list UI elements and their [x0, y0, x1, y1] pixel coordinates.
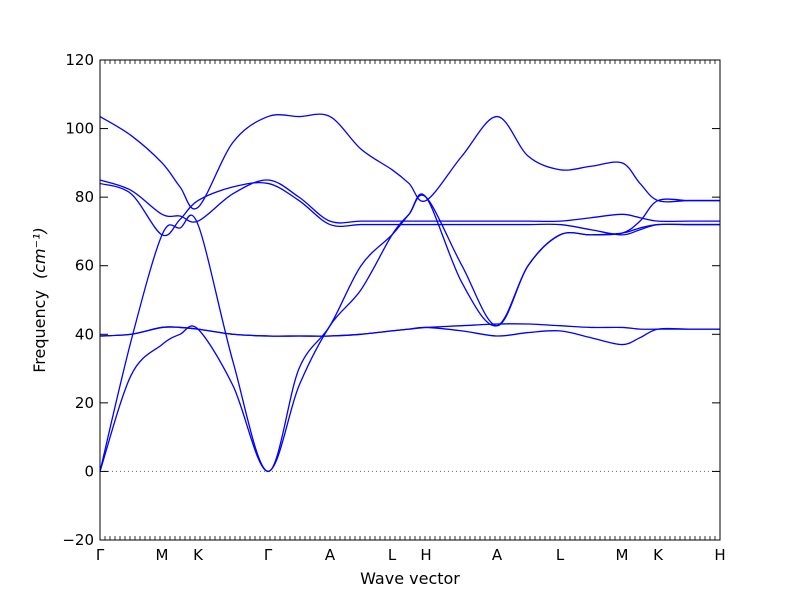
y-axis-label-unit: (cm⁻¹)	[30, 227, 49, 279]
series-layer	[99, 113, 720, 473]
y-tick-label: 60	[75, 257, 94, 275]
y-tick-label: 120	[65, 51, 94, 69]
labels-layer: Wave vector Frequency (cm⁻¹)	[30, 227, 460, 588]
phonon-branch-7	[99, 326, 720, 346]
y-tick-label: 40	[75, 325, 94, 343]
x-tick-label: K	[193, 546, 204, 564]
y-axis-label-text: Frequency	[30, 290, 49, 373]
phonon-branch-5	[99, 181, 720, 237]
x-tick-label: H	[714, 546, 725, 564]
ticks-layer: −20 0 20 40 60 80 100 120 Γ M K Γ A L H A L M K H	[62, 51, 725, 564]
phonon-branch-4	[99, 179, 720, 224]
x-tick-label: A	[492, 546, 503, 564]
x-tick-label: A	[325, 546, 336, 564]
y-tick-label: 100	[65, 120, 94, 138]
y-tick-label: 0	[84, 462, 94, 480]
y-axis-label: Frequency (cm⁻¹)	[30, 227, 49, 372]
x-tick-label: L	[556, 546, 565, 564]
x-tick-label: H	[420, 546, 431, 564]
x-tick-label: Γ	[96, 546, 105, 564]
x-tick-label: M	[156, 546, 169, 564]
x-axis-label: Wave vector	[360, 569, 460, 588]
x-tick-label: K	[653, 546, 664, 564]
x-tick-label: Γ	[264, 546, 273, 564]
phonon-branch-2	[99, 194, 720, 473]
y-tick-label: 20	[75, 394, 94, 412]
y-tick-label: 80	[75, 188, 94, 206]
x-tick-label: L	[388, 546, 397, 564]
x-tick-label: M	[616, 546, 629, 564]
y-tick-label: −20	[62, 531, 94, 549]
phonon-branch-3	[99, 113, 720, 210]
